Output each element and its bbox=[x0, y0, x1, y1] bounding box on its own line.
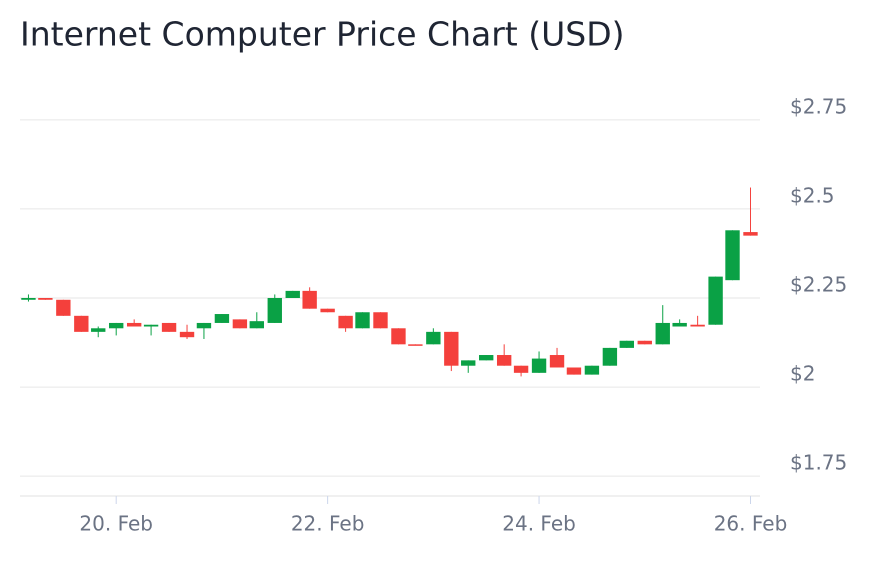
candle-body bbox=[655, 322, 670, 345]
candle-body bbox=[38, 298, 53, 300]
x-tick-label: 22. Feb bbox=[291, 512, 365, 536]
candle-body bbox=[708, 276, 723, 325]
candle-body bbox=[549, 355, 565, 368]
candle-body bbox=[196, 322, 212, 329]
candle-body bbox=[161, 322, 177, 332]
candle-body bbox=[566, 367, 582, 375]
candle-body bbox=[56, 299, 71, 316]
candle-body bbox=[444, 331, 459, 366]
candle-body bbox=[109, 322, 124, 329]
candle-body bbox=[126, 322, 142, 327]
candle-body bbox=[725, 230, 740, 281]
candle-body bbox=[672, 322, 687, 327]
chart-title: Internet Computer Price Chart (USD) bbox=[20, 15, 625, 54]
y-tick-label: $2.5 bbox=[790, 183, 835, 207]
candle-body bbox=[496, 355, 512, 366]
candle-body bbox=[690, 324, 705, 327]
y-tick-label: $2.75 bbox=[790, 94, 847, 118]
candle-body bbox=[408, 344, 423, 346]
candle-body bbox=[143, 324, 159, 327]
candle-body bbox=[232, 319, 248, 329]
candle-body bbox=[302, 290, 317, 309]
candle-body bbox=[531, 358, 547, 373]
candle-body bbox=[179, 331, 195, 338]
candle-body bbox=[320, 308, 335, 313]
x-tick-label: 20. Feb bbox=[79, 512, 153, 536]
candle-body bbox=[584, 365, 600, 375]
y-tick-label: $1.75 bbox=[790, 451, 847, 475]
candle-body bbox=[214, 314, 230, 323]
x-tick-label: 26. Feb bbox=[714, 512, 788, 536]
candle-body bbox=[513, 365, 529, 373]
candle-body bbox=[338, 315, 353, 329]
candle-body bbox=[637, 340, 652, 345]
candle-body bbox=[426, 331, 441, 345]
candle-body bbox=[479, 355, 494, 361]
candle-body bbox=[743, 232, 758, 236]
candle-body bbox=[391, 328, 406, 345]
candle-body bbox=[355, 312, 370, 329]
candle-body bbox=[249, 321, 264, 329]
candle-body bbox=[619, 340, 634, 348]
y-tick-label: $2.25 bbox=[790, 273, 847, 297]
y-tick-label: $2 bbox=[790, 362, 815, 386]
candle-body bbox=[602, 347, 618, 366]
candle-body bbox=[21, 298, 36, 300]
candle-body bbox=[267, 298, 282, 323]
candle-body bbox=[91, 328, 106, 332]
x-tick-label: 24. Feb bbox=[502, 512, 576, 536]
candle-body bbox=[285, 290, 300, 298]
candle-body bbox=[373, 312, 388, 329]
candle-body bbox=[461, 360, 476, 366]
candle-body bbox=[74, 315, 89, 332]
